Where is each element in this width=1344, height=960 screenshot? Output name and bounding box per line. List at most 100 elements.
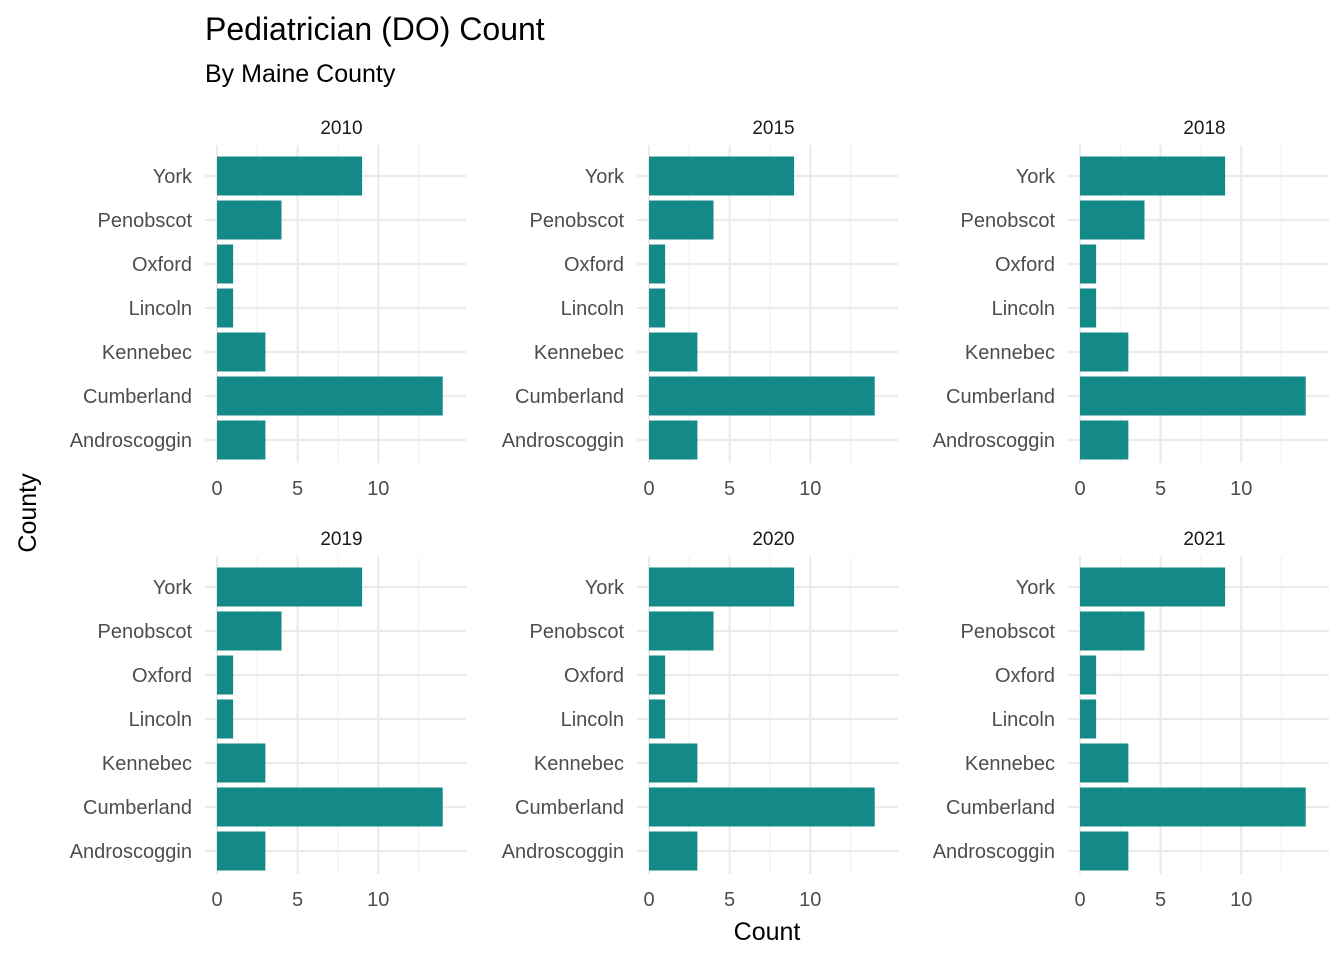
y-tick-label: Lincoln <box>561 298 624 320</box>
y-tick-label: Kennebec <box>965 753 1055 775</box>
y-tick-label: Androscoggin <box>70 841 192 863</box>
facet-panel: 2019 Androscoggin Cumberland Kennebec Lincol… <box>70 529 466 911</box>
bar-androscoggin <box>649 831 698 871</box>
x-tick-label: 5 <box>1155 478 1166 500</box>
facet-panel: 2010 Androscoggin Cumberland Kennebec Lincol… <box>70 118 466 500</box>
y-tick-label: Kennebec <box>102 342 192 364</box>
bar-penobscot <box>1080 611 1145 651</box>
x-tick-label: 10 <box>367 478 389 500</box>
bar-lincoln <box>1080 699 1097 739</box>
y-tick-label: Oxford <box>564 254 624 276</box>
x-tick-label: 0 <box>211 478 222 500</box>
bar-androscoggin <box>1080 831 1129 871</box>
bar-lincoln <box>649 699 666 739</box>
bar-york <box>217 567 363 607</box>
y-axis-title: County <box>14 473 42 553</box>
y-tick-label: Androscoggin <box>502 430 624 452</box>
y-tick-label: York <box>1016 577 1056 599</box>
chart-subtitle: By Maine County <box>205 60 396 88</box>
bar-york <box>217 156 363 196</box>
bar-york <box>649 156 795 196</box>
y-tick-label: York <box>153 577 193 599</box>
x-tick-label: 0 <box>643 478 654 500</box>
y-tick-label: Penobscot <box>97 210 192 232</box>
y-tick-label: Penobscot <box>960 621 1055 643</box>
facet-panel: 2015 Androscoggin Cumberland Kennebec Lincol… <box>502 118 898 500</box>
x-tick-label: 5 <box>724 478 735 500</box>
x-tick-label: 10 <box>1230 478 1252 500</box>
facet-panels: 2010 Androscoggin Cumberland Kennebec Lincol… <box>70 118 1329 911</box>
y-tick-label: Cumberland <box>83 797 192 819</box>
x-tick-label: 0 <box>643 889 654 911</box>
y-tick-label: Oxford <box>132 254 192 276</box>
bar-york <box>1080 567 1226 607</box>
x-tick-label: 5 <box>292 478 303 500</box>
bar-lincoln <box>1080 288 1097 328</box>
bar-cumberland <box>217 376 443 416</box>
bar-oxford <box>649 655 666 695</box>
y-tick-label: Oxford <box>564 665 624 687</box>
facet-label: 2019 <box>320 529 362 550</box>
y-tick-label: Lincoln <box>992 709 1055 731</box>
bar-kennebec <box>217 743 266 783</box>
y-tick-label: Kennebec <box>965 342 1055 364</box>
bar-kennebec <box>1080 743 1129 783</box>
y-tick-label: Penobscot <box>97 621 192 643</box>
x-tick-label: 10 <box>799 889 821 911</box>
y-tick-label: Oxford <box>995 665 1055 687</box>
bar-cumberland <box>1080 376 1306 416</box>
bar-oxford <box>649 244 666 284</box>
x-tick-label: 10 <box>1230 889 1252 911</box>
y-tick-label: Lincoln <box>561 709 624 731</box>
y-tick-label: Penobscot <box>960 210 1055 232</box>
x-tick-label: 5 <box>292 889 303 911</box>
facet-panel: 2021 Androscoggin Cumberland Kennebec Lincol… <box>933 529 1329 911</box>
y-tick-label: Kennebec <box>534 342 624 364</box>
bar-cumberland <box>217 787 443 827</box>
y-tick-label: Androscoggin <box>70 430 192 452</box>
facet-label: 2010 <box>320 118 362 139</box>
y-tick-label: York <box>153 166 193 188</box>
facet-panel: 2020 Androscoggin Cumberland Kennebec Lincol… <box>502 529 898 911</box>
x-axis-title: Count <box>734 918 801 946</box>
bar-kennebec <box>649 332 698 372</box>
bar-oxford <box>1080 244 1097 284</box>
facet-label: 2015 <box>752 118 794 139</box>
y-tick-label: Oxford <box>995 254 1055 276</box>
x-tick-label: 0 <box>1074 889 1085 911</box>
x-tick-label: 10 <box>367 889 389 911</box>
y-tick-label: Cumberland <box>83 386 192 408</box>
y-tick-label: Kennebec <box>534 753 624 775</box>
y-tick-label: Cumberland <box>946 386 1055 408</box>
y-tick-label: Kennebec <box>102 753 192 775</box>
y-tick-label: Androscoggin <box>502 841 624 863</box>
y-tick-label: York <box>1016 166 1056 188</box>
y-tick-label: Oxford <box>132 665 192 687</box>
bar-androscoggin <box>217 420 266 460</box>
bar-cumberland <box>649 787 875 827</box>
x-tick-label: 10 <box>799 478 821 500</box>
bar-york <box>1080 156 1226 196</box>
bar-lincoln <box>217 699 234 739</box>
bar-oxford <box>1080 655 1097 695</box>
bar-androscoggin <box>217 831 266 871</box>
bar-kennebec <box>217 332 266 372</box>
y-tick-label: Penobscot <box>529 210 624 232</box>
facet-label: 2018 <box>1183 118 1225 139</box>
y-tick-label: York <box>585 577 625 599</box>
bar-cumberland <box>649 376 875 416</box>
y-tick-label: York <box>585 166 625 188</box>
y-tick-label: Lincoln <box>129 709 192 731</box>
bar-lincoln <box>217 288 234 328</box>
bar-cumberland <box>1080 787 1306 827</box>
facet-label: 2020 <box>752 529 794 550</box>
bar-kennebec <box>649 743 698 783</box>
y-tick-label: Androscoggin <box>933 430 1055 452</box>
bar-york <box>649 567 795 607</box>
bar-penobscot <box>217 200 282 240</box>
bar-oxford <box>217 244 234 284</box>
x-tick-label: 5 <box>724 889 735 911</box>
y-tick-label: Cumberland <box>515 797 624 819</box>
y-tick-label: Lincoln <box>992 298 1055 320</box>
